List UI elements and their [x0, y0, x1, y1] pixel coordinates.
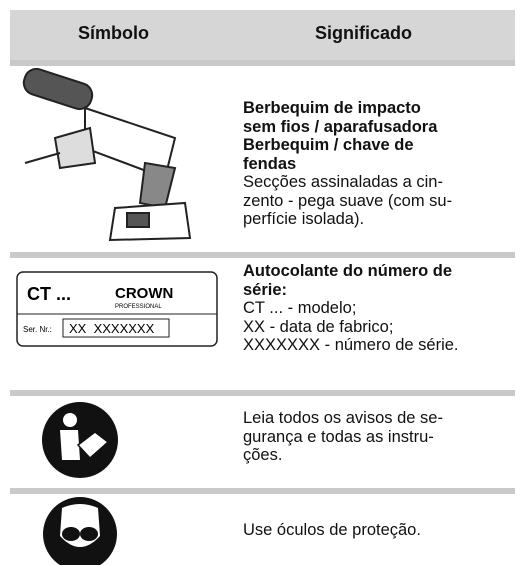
row-text-line: CT ... - modelo; — [243, 299, 357, 317]
row-text-line: Secções assinaladas a cin- — [243, 173, 443, 191]
row-text-line: zento - pega suave (com su- — [243, 191, 453, 210]
separator — [10, 390, 515, 396]
header: Símbolo Significado — [10, 10, 515, 60]
label-serial: XX XXXXXXX — [69, 321, 155, 336]
row-text: Berbequim de impacto sem fios / aparafusa… — [243, 99, 518, 229]
drill-illustration — [22, 68, 192, 242]
row-text: Use óculos de proteção. — [243, 521, 518, 540]
label-brand: CROWN — [115, 285, 173, 302]
row-title-line: fendas — [243, 154, 297, 173]
serial-label: CT ... CROWN PROFESSIONAL Ser. Nr.: XX X… — [16, 271, 218, 347]
row-title-line: Berbequim de impacto — [243, 99, 421, 117]
separator — [10, 252, 515, 258]
row-text-line: ções. — [243, 446, 283, 464]
row-text-line: XXXXXXX - número de série. — [243, 336, 459, 354]
row-text-line: perfície isolada). — [243, 210, 365, 228]
row-text-line: Leia todos os avisos de se- — [243, 409, 443, 427]
label-serial-caption: Ser. Nr.: — [23, 325, 52, 334]
row-title-line: Autocolante do número de — [243, 262, 453, 280]
row-title-line: série: — [243, 280, 288, 299]
row-text: Autocolante do número de série: CT ... - m… — [243, 262, 518, 355]
header-meaning: Significado — [315, 23, 413, 43]
header-symbol: Símbolo — [78, 23, 149, 43]
row-title-line: Berbequim / chave de — [243, 136, 414, 154]
separator — [10, 60, 515, 66]
row-title-line: sem fios / aparafusadora — [243, 117, 438, 136]
goggles-icon — [43, 497, 117, 565]
separator — [10, 488, 515, 494]
manual-icon — [42, 402, 118, 478]
row-text-line: XX - data de fabrico; — [243, 317, 394, 336]
label-model: CT ... — [27, 284, 71, 304]
label-sub: PROFESSIONAL — [115, 304, 162, 310]
row-text-line: Use óculos de proteção. — [243, 521, 421, 539]
row-text-line: gurança e todas as instru- — [243, 427, 434, 446]
row-text: Leia todos os avisos de se-gurança e tod… — [243, 409, 518, 465]
